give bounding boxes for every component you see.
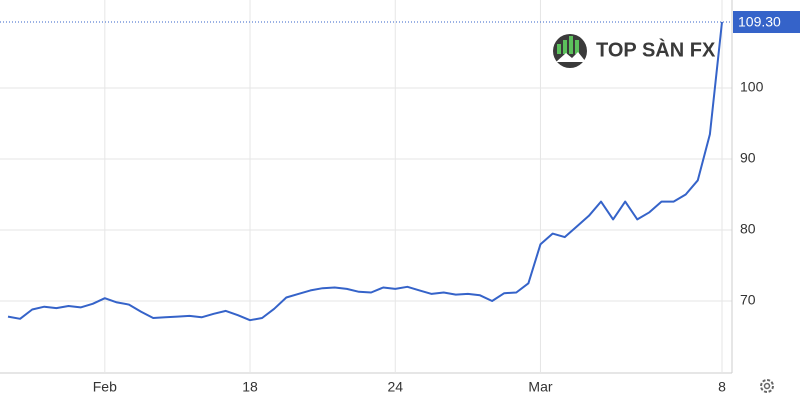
y-tick-label: 90	[740, 150, 756, 166]
x-tick-label: 8	[718, 379, 726, 395]
watermark: TOP SÀN FX	[596, 38, 716, 61]
x-tick-label: 18	[242, 379, 258, 395]
x-tick-label: Feb	[93, 379, 117, 395]
x-tick-label: 24	[387, 379, 403, 395]
x-tick-label: Mar	[528, 379, 552, 395]
watermark-logo	[553, 34, 587, 68]
last-price-tag	[733, 11, 800, 34]
last-price-label: 109.30	[738, 14, 781, 30]
settings-icon[interactable]	[760, 379, 774, 393]
y-tick-label: 80	[740, 221, 756, 237]
y-tick-label: 70	[740, 292, 756, 308]
price-line	[7, 21, 723, 322]
y-tick-label: 100	[740, 79, 764, 95]
